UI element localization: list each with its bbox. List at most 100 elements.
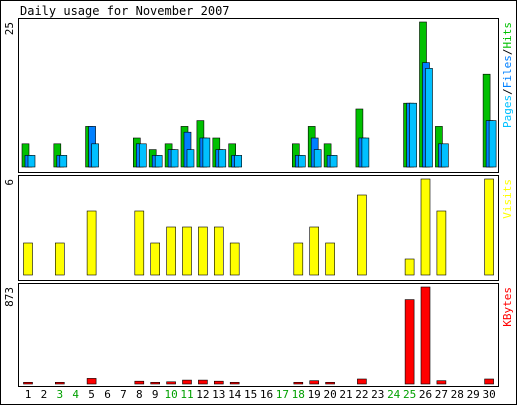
chart-panels: 25 Pages/Files/Hits 6 Visits 873 KBytes — [3, 18, 514, 387]
visits-bar-visits-day-22 — [357, 194, 367, 276]
hits-bar-pages-day-14 — [234, 155, 242, 168]
x-tick-label-day-10: 10 — [164, 388, 177, 401]
x-axis: 1 2 3 4 5 6 7 8 9 10 11 12 13 14 15 16 17 18 19 20 21 22 23 24 2… — [25, 388, 496, 401]
x-tick-label-day-3: 3 — [56, 388, 63, 401]
hits-bar-pages-day-3 — [59, 155, 68, 168]
x-tick-label-day-27: 27 — [435, 388, 448, 401]
kbytes-series-kbytes — [23, 286, 494, 385]
visits-bar-visits-day-5 — [86, 210, 97, 276]
kbytes-legend: KBytes — [501, 287, 514, 327]
x-tick-label-day-13: 13 — [212, 388, 225, 401]
panel-visits: 6 Visits — [3, 175, 514, 281]
hits-bar-pages-day-26 — [425, 68, 433, 168]
x-tick-label-day-21: 21 — [339, 388, 352, 401]
kbytes-bar-kbytes-day-25 — [404, 299, 415, 385]
hits-bar-pages-day-10 — [170, 149, 179, 168]
hits-bar-pages-day-12 — [202, 137, 211, 168]
visits-bar-visits-day-27 — [436, 210, 447, 276]
visits-legend: Visits — [501, 179, 514, 219]
x-tick-label-day-25: 25 — [403, 388, 416, 401]
kbytes-bar-kbytes-day-1 — [23, 381, 33, 385]
hits-bar-pages-day-13 — [218, 149, 227, 168]
x-tick-label-day-18: 18 — [292, 388, 305, 401]
hits-bar-pages-day-18 — [297, 155, 306, 168]
x-tick-label-day-9: 9 — [152, 388, 159, 401]
x-tick-label-day-11: 11 — [180, 388, 193, 401]
x-tick-label-day-22: 22 — [355, 388, 368, 401]
hits-legend-part: / — [501, 49, 514, 56]
x-tick-label-day-5: 5 — [88, 388, 95, 401]
hits-scale-label: 25 — [3, 22, 16, 35]
hits-bar-pages-day-8 — [139, 143, 147, 168]
x-tick-label-day-12: 12 — [196, 388, 209, 401]
hits-legend-part: Pages — [501, 95, 514, 128]
x-tick-label-day-19: 19 — [308, 388, 321, 401]
visits-bar-visits-day-1 — [23, 242, 33, 276]
hits-bar-pages-day-25 — [409, 102, 417, 168]
visits-bar-visits-day-12 — [198, 226, 208, 276]
visits-bar-visits-day-18 — [293, 242, 304, 276]
hits-bar-pages-day-1 — [27, 155, 36, 168]
visits-bar-visits-day-9 — [150, 242, 160, 276]
x-tick-label-day-23: 23 — [371, 388, 384, 401]
kbytes-bar-kbytes-day-27 — [436, 380, 447, 385]
hits-bar-pages-day-5 — [91, 143, 99, 168]
x-tick-label-day-20: 20 — [323, 388, 336, 401]
visits-bar-visits-day-25 — [404, 258, 415, 276]
kbytes-bar-kbytes-day-20 — [325, 381, 335, 385]
x-tick-label-day-17: 17 — [276, 388, 289, 401]
visits-bar-visits-day-11 — [182, 226, 192, 276]
visits-bar-visits-day-19 — [309, 226, 320, 276]
kbytes-bar-kbytes-day-22 — [357, 378, 367, 385]
hits-bar-pages-day-20 — [329, 155, 338, 168]
kbytes-legend-part: KBytes — [501, 287, 514, 327]
visits-bar-visits-day-8 — [134, 210, 145, 276]
panel-hits: 25 Pages/Files/Hits — [3, 18, 514, 173]
x-tick-label-day-14: 14 — [228, 388, 242, 401]
kbytes-bar-kbytes-day-10 — [166, 381, 176, 385]
hits-bar-pages-day-19 — [313, 149, 322, 168]
hits-legend: Pages/Files/Hits — [501, 22, 514, 128]
x-tick-label-day-4: 4 — [72, 388, 79, 401]
x-tick-label-day-28: 28 — [451, 388, 464, 401]
visits-series-visits — [23, 178, 494, 276]
x-tick-label-day-26: 26 — [419, 388, 432, 401]
kbytes-bar-kbytes-day-26 — [420, 286, 431, 385]
kbytes-bar-kbytes-day-5 — [86, 378, 97, 385]
x-tick-label-day-24: 24 — [387, 388, 401, 401]
kbytes-bar-kbytes-day-18 — [293, 381, 304, 385]
hits-legend-part: / — [501, 88, 514, 95]
x-tick-label-day-15: 15 — [244, 388, 257, 401]
visits-bar-visits-day-10 — [166, 226, 176, 276]
visits-bar-visits-day-26 — [420, 178, 431, 276]
hits-bar-pages-day-9 — [154, 155, 163, 168]
kbytes-bar-kbytes-day-12 — [198, 379, 208, 385]
hits-legend-part: Hits — [501, 22, 514, 49]
x-tick-label-day-30: 30 — [482, 388, 495, 401]
hits-bar-pages-day-30 — [488, 120, 497, 168]
hits-bar-pages-day-22 — [361, 137, 370, 168]
kbytes-bar-kbytes-day-14 — [229, 381, 240, 385]
visits-bar-visits-day-3 — [54, 242, 65, 276]
kbytes-bar-kbytes-day-13 — [214, 380, 224, 385]
visits-legend-part: Visits — [501, 179, 514, 219]
chart-title: Daily usage for November 2007 — [20, 4, 230, 18]
visits-scale-label: 6 — [3, 179, 16, 186]
visits-bar-visits-day-30 — [484, 178, 494, 276]
x-tick-label-day-8: 8 — [136, 388, 143, 401]
kbytes-bar-kbytes-day-3 — [54, 381, 65, 385]
x-tick-label-day-2: 2 — [41, 388, 48, 401]
hits-bar-pages-day-11 — [186, 149, 195, 168]
x-tick-label-day-7: 7 — [120, 388, 127, 401]
kbytes-bar-kbytes-day-30 — [484, 378, 494, 385]
x-tick-label-day-16: 16 — [260, 388, 273, 401]
visits-bar-visits-day-14 — [229, 242, 240, 276]
panel-kbytes: 873 KBytes — [3, 283, 514, 387]
kbytes-panel-frame — [18, 283, 499, 387]
x-tick-label-day-6: 6 — [104, 388, 111, 401]
visits-panel-frame — [18, 175, 499, 281]
x-tick-label-day-1: 1 — [25, 388, 32, 401]
visits-bar-visits-day-20 — [325, 242, 335, 276]
kbytes-bar-kbytes-day-9 — [150, 381, 160, 385]
kbytes-bar-kbytes-day-8 — [134, 380, 145, 385]
